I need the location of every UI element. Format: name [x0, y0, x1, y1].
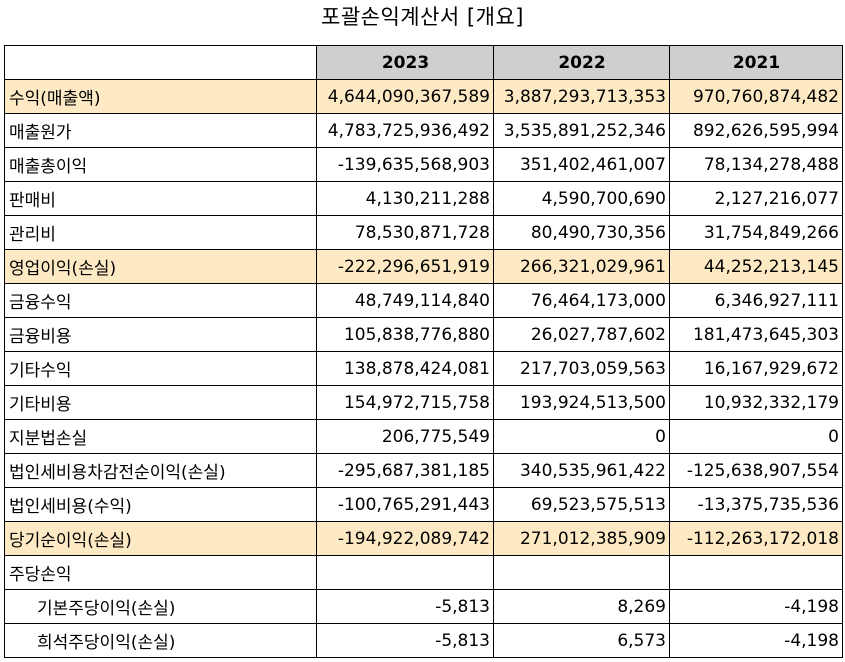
- value-cell-2023: 4,783,725,936,492: [316, 113, 494, 148]
- value-cell-2023: 4,130,211,288: [316, 181, 494, 216]
- value-cell-2022: 217,703,059,563: [493, 351, 670, 386]
- value-cell-2022: 6,573: [493, 623, 670, 658]
- value-cell-2021: 44,252,213,145: [669, 249, 843, 284]
- value-cell-2021: 78,134,278,488: [669, 147, 843, 182]
- value-cell-2023: 78,530,871,728: [316, 215, 494, 250]
- header-year-2023: 2023: [316, 45, 494, 80]
- income-statement-table: 2023 2022 2021 수익(매출액) 4,644,090,367,589 3…: [4, 45, 843, 658]
- value-cell-2022: [493, 555, 670, 590]
- value-cell-2023: -295,687,381,185: [316, 453, 494, 488]
- value-cell-2023: 105,838,776,880: [316, 317, 494, 352]
- row-label: 판매비: [4, 181, 317, 216]
- row-label: 매출총이익: [4, 147, 317, 182]
- value-cell-2022: 193,924,513,500: [493, 385, 670, 420]
- value-cell-2021: 6,346,927,111: [669, 283, 843, 318]
- header-year-2021: 2021: [669, 45, 843, 80]
- value-cell-2023: 4,644,090,367,589: [316, 79, 494, 114]
- table-row: 매출원가 4,783,725,936,492 3,535,891,252,346 89…: [4, 113, 843, 148]
- table-row: 관리비 78,530,871,728 80,490,730,356 31,754,84…: [4, 215, 843, 250]
- table-row: 매출총이익 -139,635,568,903 351,402,461,007 78,1…: [4, 147, 843, 182]
- value-cell-2023: 48,749,114,840: [316, 283, 494, 318]
- value-cell-2021: 970,760,874,482: [669, 79, 843, 114]
- value-cell-2021: 0: [669, 419, 843, 454]
- value-cell-2021: -112,263,172,018: [669, 521, 843, 556]
- value-cell-2022: 4,590,700,690: [493, 181, 670, 216]
- table-row: 판매비 4,130,211,288 4,590,700,690 2,127,216,0…: [4, 181, 843, 216]
- value-cell-2022: 351,402,461,007: [493, 147, 670, 182]
- value-cell-2023: 206,775,549: [316, 419, 494, 454]
- row-label: 주당손익: [4, 555, 317, 590]
- value-cell-2022: 80,490,730,356: [493, 215, 670, 250]
- value-cell-2023: [316, 555, 494, 590]
- value-cell-2022: 26,027,787,602: [493, 317, 670, 352]
- table-row: 금융비용 105,838,776,880 26,027,787,602 181,473…: [4, 317, 843, 352]
- value-cell-2022: 266,321,029,961: [493, 249, 670, 284]
- value-cell-2023: -5,813: [316, 589, 494, 624]
- value-cell-2023: -194,922,089,742: [316, 521, 494, 556]
- value-cell-2022: 69,523,575,513: [493, 487, 670, 522]
- value-cell-2023: -139,635,568,903: [316, 147, 494, 182]
- row-label: 매출원가: [4, 113, 317, 148]
- value-cell-2021: 31,754,849,266: [669, 215, 843, 250]
- row-label: 법인세비용(수익): [4, 487, 317, 522]
- header-row: 2023 2022 2021: [4, 45, 843, 80]
- row-label: 금융수익: [4, 283, 317, 318]
- row-label: 금융비용: [4, 317, 317, 352]
- value-cell-2021: -4,198: [669, 623, 843, 658]
- value-cell-2023: -222,296,651,919: [316, 249, 494, 284]
- value-cell-2022: 3,887,293,713,353: [493, 79, 670, 114]
- statement-title: 포괄손익계산서 [개요]: [321, 5, 524, 29]
- table-row: 기타비용 154,972,715,758 193,924,513,500 10,932…: [4, 385, 843, 420]
- row-label: 기타비용: [4, 385, 317, 420]
- value-cell-2021: -125,638,907,554: [669, 453, 843, 488]
- value-cell-2022: 76,464,173,000: [493, 283, 670, 318]
- table-row: 희석주당이익(손실) -5,813 6,573 -4,198: [4, 623, 843, 658]
- table-row: 수익(매출액) 4,644,090,367,589 3,887,293,713,35…: [4, 79, 843, 114]
- value-cell-2021: 892,626,595,994: [669, 113, 843, 148]
- value-cell-2022: 0: [493, 419, 670, 454]
- value-cell-2021: -13,375,735,536: [669, 487, 843, 522]
- table-row: 법인세비용(수익) -100,765,291,443 69,523,575,513-…: [4, 487, 843, 522]
- value-cell-2021: 10,932,332,179: [669, 385, 843, 420]
- value-cell-2022: 8,269: [493, 589, 670, 624]
- header-corner-cell: [4, 45, 317, 80]
- value-cell-2021: 16,167,929,672: [669, 351, 843, 386]
- value-cell-2021: 2,127,216,077: [669, 181, 843, 216]
- value-cell-2021: -4,198: [669, 589, 843, 624]
- table-row: 지분법손실 206,775,549 0 0: [4, 419, 843, 454]
- value-cell-2022: 3,535,891,252,346: [493, 113, 670, 148]
- table-row: 금융수익 48,749,114,840 76,464,173,000 6,346,92…: [4, 283, 843, 318]
- table-row: 주당손익: [4, 555, 843, 590]
- row-label: 지분법손실: [4, 419, 317, 454]
- header-year-2022: 2022: [493, 45, 670, 80]
- value-cell-2023: -5,813: [316, 623, 494, 658]
- value-cell-2021: [669, 555, 843, 590]
- table-row: 당기순이익(손실) -194,922,089,742 271,012,385,909…: [4, 521, 843, 556]
- value-cell-2023: 138,878,424,081: [316, 351, 494, 386]
- row-label: 관리비: [4, 215, 317, 250]
- statement-body: 수익(매출액) 4,644,090,367,589 3,887,293,713,35…: [4, 79, 843, 658]
- value-cell-2022: 340,535,961,422: [493, 453, 670, 488]
- row-label: 희석주당이익(손실): [4, 623, 317, 658]
- table-row: 법인세비용차감전순이익(손실) -295,687,381,185 340,535,9…: [4, 453, 843, 488]
- row-label: 당기순이익(손실): [4, 521, 317, 556]
- row-label: 수익(매출액): [4, 79, 317, 114]
- row-label: 기타수익: [4, 351, 317, 386]
- table-row: 영업이익(손실) -222,296,651,919 266,321,029,961 4…: [4, 249, 843, 284]
- value-cell-2023: -100,765,291,443: [316, 487, 494, 522]
- value-cell-2021: 181,473,645,303: [669, 317, 843, 352]
- table-row: 기타수익 138,878,424,081 217,703,059,563 16,167…: [4, 351, 843, 386]
- row-label: 기본주당이익(손실): [4, 589, 317, 624]
- table-row: 기본주당이익(손실) -5,813 8,269 -4,198: [4, 589, 843, 624]
- value-cell-2023: 154,972,715,758: [316, 385, 494, 420]
- value-cell-2022: 271,012,385,909: [493, 521, 670, 556]
- row-label: 영업이익(손실): [4, 249, 317, 284]
- row-label: 법인세비용차감전순이익(손실): [4, 453, 317, 488]
